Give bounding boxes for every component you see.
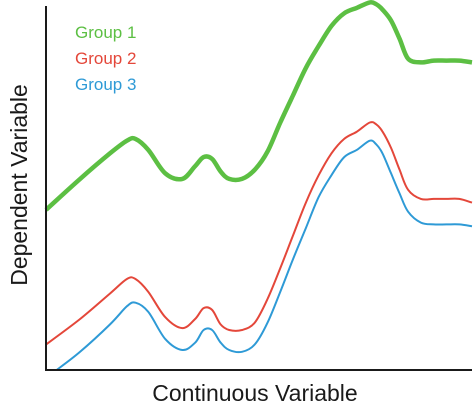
plot-lines <box>44 0 473 371</box>
legend: Group 1 Group 2 Group 3 <box>75 23 136 94</box>
series-line-2 <box>45 121 473 346</box>
x-axis-title: Continuous Variable <box>152 380 357 406</box>
legend-entry-1: Group 1 <box>75 23 136 42</box>
series-line-3 <box>56 139 473 371</box>
legend-entry-3: Group 3 <box>75 75 136 94</box>
y-axis-title: Dependent Variable <box>6 84 32 286</box>
legend-entry-2: Group 2 <box>75 49 136 68</box>
series-line-1 <box>44 0 473 212</box>
